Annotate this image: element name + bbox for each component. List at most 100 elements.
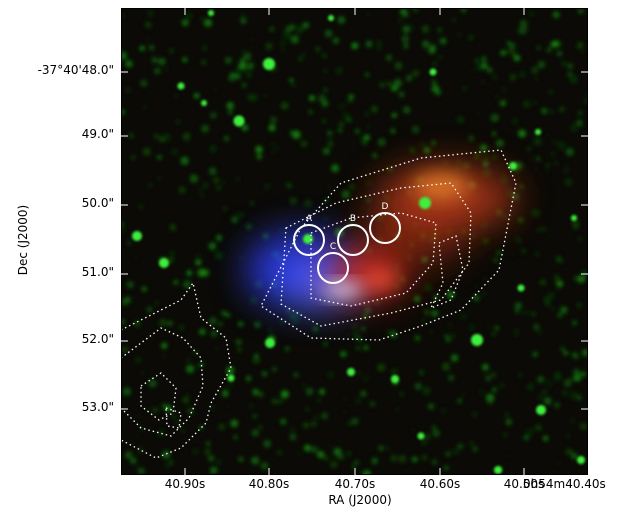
green-noise-blob bbox=[474, 58, 480, 64]
green-noise-blob bbox=[289, 130, 295, 136]
green-noise-blob bbox=[546, 133, 550, 137]
green-noise-blob bbox=[514, 333, 518, 337]
green-noise-blob bbox=[323, 69, 327, 72]
green-noise-blob bbox=[552, 11, 560, 19]
green-noise-blob bbox=[541, 107, 548, 115]
green-noise-blob bbox=[526, 146, 532, 152]
green-noise-blob bbox=[154, 300, 160, 305]
green-noise-blob bbox=[327, 140, 334, 148]
green-noise-blob bbox=[507, 46, 516, 55]
green-noise-blob bbox=[126, 240, 132, 246]
green-noise-blob bbox=[478, 389, 484, 395]
green-noise-blob bbox=[431, 459, 438, 465]
green-noise-blob bbox=[444, 160, 448, 164]
green-noise-blob bbox=[518, 184, 524, 190]
green-noise-blob bbox=[250, 94, 258, 102]
green-noise-blob bbox=[557, 289, 560, 292]
green-noise-blob bbox=[238, 456, 244, 463]
green-noise-blob bbox=[182, 57, 188, 63]
green-noise-blob bbox=[252, 413, 258, 419]
green-noise-blob bbox=[385, 54, 393, 61]
green-noise-blob bbox=[208, 242, 217, 251]
green-noise-blob bbox=[505, 413, 509, 417]
green-noise-blob bbox=[270, 116, 278, 124]
green-noise-blob bbox=[246, 73, 252, 79]
green-noise-blob bbox=[446, 291, 455, 299]
green-noise-blob bbox=[146, 37, 149, 41]
green-noise-blob bbox=[401, 8, 409, 14]
green-noise-blob bbox=[293, 372, 299, 378]
green-noise-blob bbox=[300, 140, 308, 148]
marker-label-a: A bbox=[306, 214, 313, 224]
green-noise-blob bbox=[268, 124, 276, 132]
green-noise-blob bbox=[257, 391, 264, 398]
green-noise-blob bbox=[561, 60, 567, 67]
green-noise-blob bbox=[552, 40, 560, 48]
green-noise-blob bbox=[367, 13, 370, 16]
green-star bbox=[494, 466, 502, 474]
ytick-label: 53.0" bbox=[81, 400, 114, 414]
green-star bbox=[536, 405, 546, 415]
green-noise-blob bbox=[462, 86, 467, 91]
green-noise-blob bbox=[255, 146, 263, 153]
green-noise-blob bbox=[450, 334, 455, 339]
green-noise-blob bbox=[445, 337, 451, 343]
green-noise-blob bbox=[391, 112, 397, 118]
green-noise-blob bbox=[147, 10, 154, 17]
green-noise-blob bbox=[347, 98, 353, 104]
green-noise-blob bbox=[135, 357, 142, 363]
green-noise-blob bbox=[133, 320, 141, 328]
green-noise-blob bbox=[204, 448, 211, 456]
x-ticks bbox=[184, 8, 525, 475]
green-noise-blob bbox=[201, 124, 210, 133]
green-noise-blob bbox=[533, 133, 536, 136]
green-star bbox=[177, 82, 185, 90]
green-noise-blob bbox=[573, 368, 580, 376]
white-core bbox=[323, 282, 363, 298]
green-noise-blob bbox=[211, 404, 216, 410]
green-noise-blob bbox=[412, 69, 420, 77]
green-noise-blob bbox=[144, 21, 152, 29]
green-noise-blob bbox=[186, 358, 191, 362]
green-noise-blob bbox=[208, 167, 217, 176]
green-noise-blob bbox=[363, 375, 369, 382]
green-noise-blob bbox=[196, 253, 201, 258]
ytick-label: 50.0" bbox=[81, 196, 114, 210]
green-noise-blob bbox=[272, 366, 277, 372]
green-noise-blob bbox=[210, 330, 218, 338]
green-noise-blob bbox=[143, 105, 147, 109]
green-noise-blob bbox=[289, 433, 297, 441]
green-noise-blob bbox=[228, 381, 233, 387]
green-noise-blob bbox=[500, 384, 504, 388]
green-noise-blob bbox=[468, 135, 475, 142]
green-noise-blob bbox=[331, 164, 339, 173]
green-noise-blob bbox=[562, 390, 568, 396]
green-noise-blob bbox=[324, 29, 333, 38]
green-noise-blob bbox=[549, 90, 553, 94]
green-noise-blob bbox=[535, 424, 542, 431]
green-noise-blob bbox=[502, 172, 506, 176]
green-star bbox=[227, 374, 235, 382]
green-noise-blob bbox=[366, 197, 371, 203]
green-noise-blob bbox=[514, 308, 520, 314]
green-noise-blob bbox=[481, 291, 487, 296]
green-noise-blob bbox=[532, 351, 538, 357]
green-star bbox=[132, 231, 142, 241]
green-noise-blob bbox=[556, 50, 563, 57]
green-noise-blob bbox=[199, 328, 206, 335]
green-noise-blob bbox=[492, 387, 497, 393]
green-noise-blob bbox=[492, 154, 498, 160]
xtick-label: 40.60s bbox=[419, 477, 461, 491]
marker-circle-b bbox=[337, 224, 369, 256]
green-noise-blob bbox=[553, 401, 561, 409]
green-noise-blob bbox=[280, 418, 287, 425]
green-noise-blob bbox=[535, 77, 538, 80]
green-noise-blob bbox=[355, 129, 360, 134]
green-noise-blob bbox=[371, 457, 378, 464]
green-noise-blob bbox=[169, 49, 174, 53]
green-noise-blob bbox=[201, 59, 207, 66]
green-noise-blob bbox=[364, 112, 369, 116]
green-noise-blob bbox=[351, 417, 359, 425]
green-noise-blob bbox=[517, 28, 520, 32]
x-axis-label: RA (J2000) bbox=[328, 493, 392, 507]
